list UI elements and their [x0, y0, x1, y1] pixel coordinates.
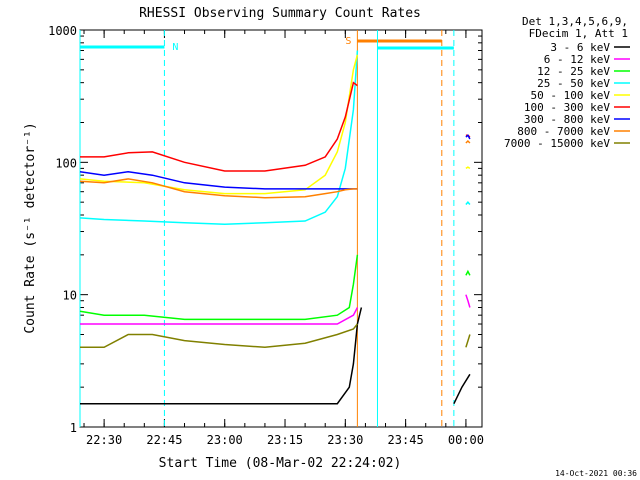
series-line	[80, 81, 358, 172]
y-tick-label: 100	[55, 156, 77, 170]
y-axis-label: Count Rate (s⁻¹ detector⁻¹)	[23, 122, 38, 333]
chart-title: RHESSI Observing Summary Count Rates	[139, 6, 421, 21]
x-axis-label: Start Time (08-Mar-02 22:24:02)	[159, 456, 402, 471]
series-line	[465, 139, 471, 144]
legend-entry: 300 - 800 keV	[524, 113, 610, 126]
legend-entry: 100 - 300 keV	[524, 101, 610, 114]
series-line	[465, 294, 471, 308]
series-line	[465, 134, 471, 140]
annotation-label: S	[345, 36, 351, 47]
legend-entry: 50 - 100 keV	[531, 89, 611, 102]
series-line	[79, 50, 359, 226]
x-tick-label: 23:45	[388, 433, 424, 447]
y-tick-label: 10	[63, 289, 77, 303]
legend-entry: 800 - 7000 keV	[517, 125, 610, 138]
annotation-label: N	[172, 42, 178, 53]
x-tick-label: 22:30	[86, 433, 122, 447]
series-line	[79, 254, 359, 321]
legend-entry: 25 - 50 keV	[537, 77, 610, 90]
plot-frame	[79, 29, 483, 428]
series-line	[80, 307, 363, 405]
legend-entry: 6 - 12 keV	[544, 53, 611, 66]
series-line	[465, 334, 471, 348]
series-layer	[79, 50, 471, 405]
legend-entry: 7000 - 15000 keV	[504, 137, 610, 150]
legend-entry: 3 - 6 keV	[550, 41, 610, 54]
x-tick-label: 23:30	[327, 433, 363, 447]
legend: Det 1,3,4,5,6,9,FDecim 1, Att 13 - 6 keV…	[504, 15, 630, 150]
legend-header: Det 1,3,4,5,6,9,	[522, 15, 628, 28]
y-axis: 1 10 100 1000	[48, 24, 482, 435]
legend-header: FDecim 1, Att 1	[529, 27, 628, 40]
y-tick-label: 1000	[48, 24, 77, 38]
series-line	[79, 170, 358, 190]
series-line	[465, 201, 471, 205]
x-tick-label: 23:00	[207, 433, 243, 447]
x-axis: 22:30 22:45 23:00 23:15 23:30 23:45 00:00	[83, 30, 484, 447]
series-line	[465, 269, 471, 276]
annotation-layer: NS	[79, 30, 455, 427]
x-tick-label: 23:15	[267, 433, 303, 447]
series-line	[453, 373, 471, 405]
legend-entry: 12 - 25 keV	[537, 65, 610, 78]
series-line	[80, 307, 359, 325]
timestamp: 14-Oct-2021 00:36	[555, 469, 637, 478]
y-tick-label: 1	[70, 421, 77, 435]
series-line	[465, 166, 471, 170]
x-tick-label: 00:00	[448, 433, 484, 447]
series-line	[80, 323, 358, 349]
x-tick-label: 22:45	[146, 433, 182, 447]
series-line	[79, 178, 358, 199]
